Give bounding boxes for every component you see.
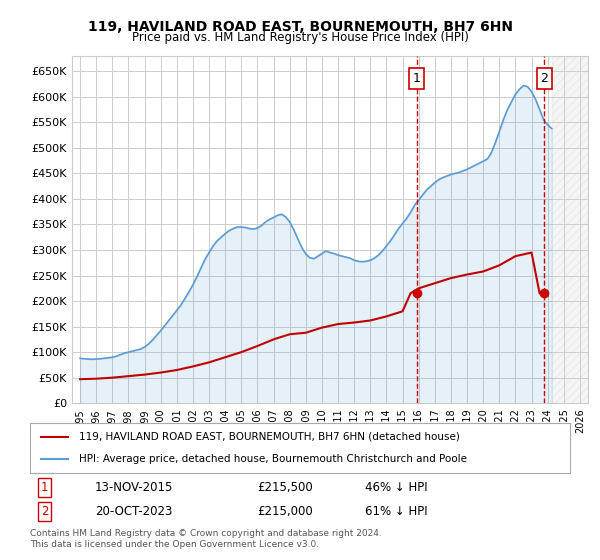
Text: 2: 2 — [41, 505, 48, 518]
Text: 119, HAVILAND ROAD EAST, BOURNEMOUTH, BH7 6HN (detached house): 119, HAVILAND ROAD EAST, BOURNEMOUTH, BH… — [79, 432, 460, 442]
Text: 2: 2 — [541, 72, 548, 85]
Text: Contains HM Land Registry data © Crown copyright and database right 2024.
This d: Contains HM Land Registry data © Crown c… — [30, 529, 382, 549]
Text: Price paid vs. HM Land Registry's House Price Index (HPI): Price paid vs. HM Land Registry's House … — [131, 31, 469, 44]
Text: 20-OCT-2023: 20-OCT-2023 — [95, 505, 172, 518]
Text: 119, HAVILAND ROAD EAST, BOURNEMOUTH, BH7 6HN: 119, HAVILAND ROAD EAST, BOURNEMOUTH, BH… — [88, 20, 512, 34]
Text: £215,000: £215,000 — [257, 505, 313, 518]
Text: 1: 1 — [413, 72, 421, 85]
Text: HPI: Average price, detached house, Bournemouth Christchurch and Poole: HPI: Average price, detached house, Bour… — [79, 454, 467, 464]
Text: 46% ↓ HPI: 46% ↓ HPI — [365, 482, 427, 494]
Text: 61% ↓ HPI: 61% ↓ HPI — [365, 505, 427, 518]
Text: 1: 1 — [41, 482, 48, 494]
Text: £215,500: £215,500 — [257, 482, 313, 494]
Text: 13-NOV-2015: 13-NOV-2015 — [95, 482, 173, 494]
